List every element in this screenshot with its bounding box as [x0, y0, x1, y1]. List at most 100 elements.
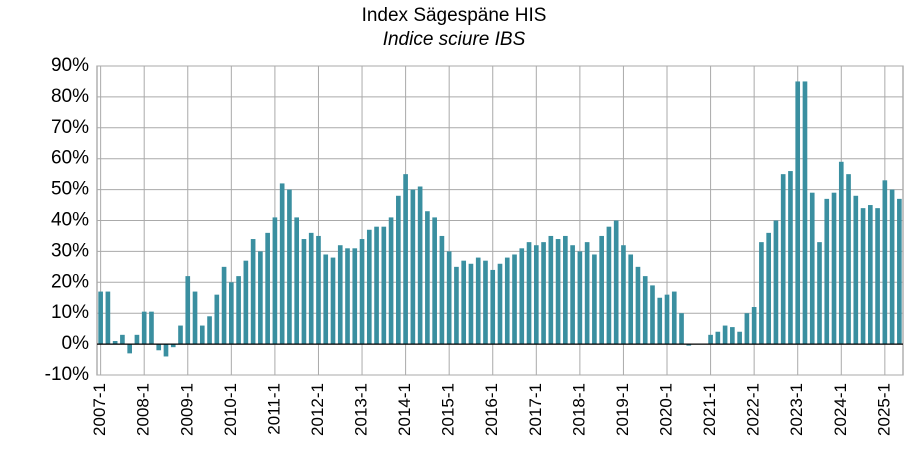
bar: [592, 254, 597, 345]
bar: [403, 174, 408, 345]
bar: [519, 248, 525, 345]
bar: [664, 294, 670, 345]
bar: [425, 211, 430, 345]
y-tick-label: 0%: [62, 333, 90, 354]
bar: [621, 245, 626, 345]
x-tick-label: 2021-1: [700, 383, 719, 436]
bar: [316, 235, 321, 345]
bar: [650, 285, 655, 345]
bar: [432, 217, 437, 345]
bar: [279, 183, 285, 345]
bar: [751, 307, 757, 345]
bar: [730, 327, 735, 345]
bar: [875, 208, 880, 345]
bar: [258, 251, 263, 345]
x-tick-label: 2009-1: [177, 383, 196, 436]
y-tick-label: 80%: [51, 86, 89, 107]
bar: [468, 263, 474, 345]
bar: [548, 235, 554, 345]
bar: [504, 257, 510, 345]
bar: [497, 263, 503, 345]
bar: [606, 226, 612, 345]
bar: [461, 260, 467, 345]
y-tick-label: 70%: [51, 117, 89, 138]
bar: [381, 226, 387, 345]
bar: [308, 232, 314, 345]
bar: [563, 235, 568, 345]
bar: [642, 276, 648, 345]
y-tick-label: 50%: [51, 179, 89, 200]
bar: [541, 242, 546, 345]
bar: [439, 235, 445, 345]
bar: [337, 245, 343, 345]
x-tick-label: 2020-1: [656, 383, 675, 436]
bar: [889, 189, 895, 345]
x-tick-label: 2022-1: [744, 383, 763, 436]
bar: [824, 198, 830, 345]
bar: [396, 195, 401, 345]
x-tick-label: 2025-1: [874, 383, 893, 436]
bar: [141, 311, 147, 345]
y-tick-label: 60%: [51, 148, 89, 169]
y-tick-label: 20%: [51, 271, 89, 292]
bar: [272, 217, 278, 345]
bar: [613, 220, 619, 345]
bar: [577, 251, 583, 345]
bar: [446, 251, 452, 345]
bar: [243, 260, 249, 345]
bar: [831, 192, 837, 345]
bar: [294, 217, 300, 345]
x-tick-label: 2013-1: [352, 383, 371, 436]
bar: [250, 239, 256, 345]
bar: [679, 313, 684, 345]
bar: [860, 208, 866, 345]
x-tick-label: 2016-1: [482, 383, 501, 436]
bar: [112, 341, 118, 345]
bar: [853, 195, 859, 345]
bar: [802, 81, 808, 345]
bar: [199, 325, 205, 345]
bar: [744, 313, 750, 345]
bar: [221, 266, 227, 345]
x-tick-label: 2017-1: [526, 383, 545, 436]
bar: [156, 344, 162, 351]
bar: [526, 242, 532, 345]
bar: [722, 325, 728, 345]
bar: [192, 291, 198, 345]
bar: [149, 311, 154, 345]
chart-subtitle: Indice sciure IBS: [383, 29, 526, 50]
bar: [708, 334, 713, 345]
y-tick-label: 10%: [51, 302, 89, 323]
bar: [417, 186, 423, 345]
bar: [555, 239, 561, 345]
bar: [686, 344, 692, 346]
bar: [715, 331, 721, 345]
bar: [345, 248, 350, 345]
bar: [635, 266, 641, 345]
bar: [737, 331, 742, 345]
bar: [788, 171, 793, 345]
bar: [105, 291, 111, 345]
x-tick-label: 2018-1: [569, 383, 588, 436]
chart-title: Index Sägespäne HIS: [362, 5, 547, 26]
x-tick-label: 2014-1: [395, 383, 414, 436]
bar: [352, 248, 358, 345]
x-tick-label: 2024-1: [831, 383, 850, 436]
bar: [882, 180, 888, 345]
bar: [170, 344, 176, 348]
bar: [809, 192, 815, 345]
bar: [795, 81, 801, 345]
bar: [512, 254, 517, 345]
bar: [236, 276, 241, 345]
bar: [323, 254, 329, 345]
bar: [483, 260, 488, 345]
bar: [657, 297, 663, 345]
bar: [533, 245, 539, 345]
x-tick-label: 2015-1: [439, 383, 458, 436]
bar: [780, 174, 786, 345]
x-tick-label: 2007-1: [90, 383, 109, 436]
bar: [599, 235, 604, 345]
bar: [366, 229, 372, 345]
bar: [134, 334, 140, 345]
